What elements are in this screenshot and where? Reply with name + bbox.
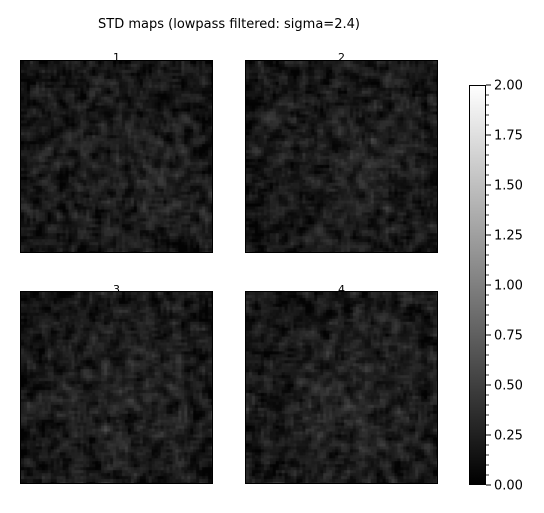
figure-title: STD maps (lowpass filtered: sigma=2.4) [98, 17, 360, 32]
colorbar-tick-label: 0.00 [494, 479, 523, 494]
std-map-image-2 [246, 61, 437, 252]
colorbar-tick-label: 0.25 [494, 429, 523, 444]
panel-title-1: 1 [113, 51, 120, 64]
colorbar-tick-label: 0.75 [494, 329, 523, 344]
colorbar-tick-label: 1.25 [494, 229, 523, 244]
std-map-panel-3 [20, 291, 213, 484]
std-map-image-1 [21, 61, 212, 252]
std-map-panel-4 [245, 291, 438, 484]
panel-title-4: 4 [338, 283, 345, 296]
std-map-panel-2 [245, 60, 438, 253]
std-map-image-3 [21, 292, 212, 483]
colorbar-axis: 0.00 0.25 0.50 0.75 1.00 1.25 1.50 1.75 2.00 [486, 79, 523, 494]
colorbar-tick-label: 2.00 [494, 79, 523, 94]
colorbar-tick-label: 1.75 [494, 129, 523, 144]
colorbar-tick-label: 0.50 [494, 379, 523, 394]
std-map-panel-1 [20, 60, 213, 253]
colorbar [469, 85, 486, 485]
colorbar-tick-label: 1.00 [494, 279, 523, 294]
colorbar-tick-label: 1.50 [494, 179, 523, 194]
panel-title-3: 3 [113, 283, 120, 296]
panel-title-2: 2 [338, 51, 345, 64]
std-map-image-4 [246, 292, 437, 483]
